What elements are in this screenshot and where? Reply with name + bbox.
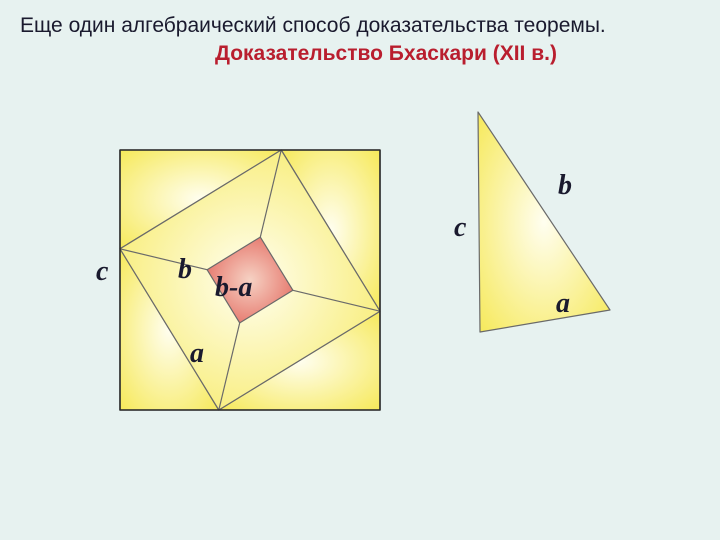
separate-triangle bbox=[478, 112, 610, 332]
label-a-tri: a bbox=[556, 288, 570, 319]
label-c-square: c bbox=[96, 256, 109, 287]
label-bma: b-a bbox=[215, 272, 252, 303]
label-b-tri: b bbox=[558, 170, 572, 201]
label-a-square: a bbox=[190, 338, 204, 369]
label-c-tri: c bbox=[454, 212, 467, 243]
label-b-square: b bbox=[178, 254, 192, 285]
proof-diagram: c b a b-a c b a bbox=[0, 0, 720, 540]
